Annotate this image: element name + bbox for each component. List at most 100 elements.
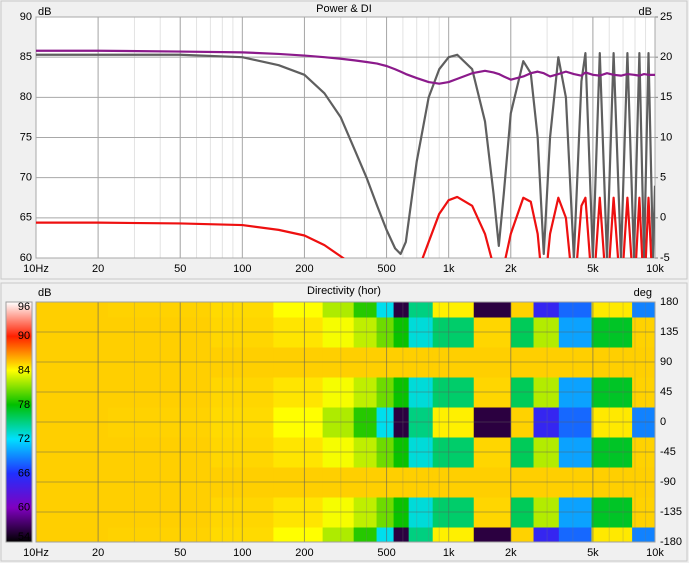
x-tick-label: 200 [295, 263, 313, 275]
heatmap-cell [108, 347, 212, 378]
heatmap-cell [211, 347, 274, 378]
heatmap-cell [591, 377, 633, 408]
heatmap-cell [533, 407, 560, 438]
heatmap-cell [533, 377, 560, 408]
heatmap-cell [376, 437, 395, 468]
heatmap-cell [591, 317, 633, 348]
heatmap-cell [591, 527, 633, 543]
heatmap-cell [473, 407, 512, 438]
heatmap-cell [432, 347, 475, 378]
heatmap-cell [322, 407, 355, 438]
heatmap-cell [36, 377, 109, 408]
heatmap-cell [108, 302, 212, 318]
colorbar-tick-label: 96 [18, 301, 30, 313]
heatmap-cell [473, 527, 512, 543]
heatmap-cell [376, 467, 395, 498]
heatmap-cell [211, 497, 274, 528]
heatmap-cell [473, 437, 512, 468]
heatmap-cell [591, 437, 633, 468]
plot-frame [35, 301, 656, 543]
heatmap-cell [353, 437, 378, 468]
x-tick-label: 20 [92, 263, 104, 275]
y-tick-label: 90 [660, 356, 672, 368]
heatmap-cell [322, 497, 355, 528]
heatmap-cell [558, 467, 593, 498]
heatmap-cell [36, 527, 109, 543]
heatmap-cell [108, 377, 212, 408]
heatmap-cell [511, 437, 535, 468]
y-tick-label: 45 [660, 386, 672, 398]
y2-tick-label: 0 [660, 212, 666, 224]
heatmap-cell [393, 437, 410, 468]
heatmap-cell [432, 467, 475, 498]
heatmap-cell [376, 407, 395, 438]
x-tick-label: 1k [443, 547, 455, 559]
heatmap-cell [36, 347, 109, 378]
heatmap-cell [632, 527, 656, 543]
x-tick-label: 20 [92, 547, 104, 559]
heatmap-cell [273, 377, 324, 408]
y2-tick-label: 5 [660, 172, 666, 184]
heatmap-cell [533, 437, 560, 468]
heatmap-cell [432, 302, 475, 318]
x-tick-label: 5k [587, 547, 599, 559]
heatmap-cell [533, 347, 560, 378]
heatmap-cell [408, 302, 434, 318]
heatmap-cell [511, 527, 535, 543]
heatmap-cell [273, 302, 324, 318]
heatmap-cell [408, 317, 434, 348]
heatmap-cell [408, 497, 434, 528]
colorbar-tick-label: 60 [18, 502, 30, 514]
heatmap-cell [322, 437, 355, 468]
heatmap-cell [632, 302, 656, 318]
heatmap-cell [376, 302, 395, 318]
heatmap-cell [591, 497, 633, 528]
heatmap-cell [533, 302, 560, 318]
x-tick-label: 5k [587, 263, 599, 275]
heatmap-cell [432, 527, 475, 543]
heatmap-cell [108, 497, 212, 528]
heatmap-cell [511, 302, 535, 318]
heatmap-cell [558, 317, 593, 348]
heatmap-cell [511, 407, 535, 438]
heatmap-cell [393, 407, 410, 438]
heatmap-cell [533, 317, 560, 348]
heatmap-cell [558, 377, 593, 408]
heatmap-cell [376, 317, 395, 348]
heatmap-cell [473, 377, 512, 408]
heatmap-cell [591, 302, 633, 318]
heatmap-cell [211, 317, 274, 348]
colorbar [5, 301, 33, 543]
heatmap-cell [273, 527, 324, 543]
x-tick-label: 2k [505, 547, 517, 559]
heatmap-cell [108, 317, 212, 348]
x-tick-label: 1k [443, 263, 455, 275]
heatmap-cell [408, 407, 434, 438]
x-tick-label: 100 [233, 263, 251, 275]
y-tick-label: 75 [20, 131, 32, 143]
heatmap-cell [632, 377, 656, 408]
heatmap-cell [273, 497, 324, 528]
colorbar-label: dB [38, 287, 51, 299]
y-tick-label: -90 [660, 476, 676, 488]
colorbar-tick-label: 90 [18, 330, 30, 342]
heatmap-cell [432, 377, 475, 408]
heatmap-cell [393, 317, 410, 348]
series-line [36, 195, 655, 258]
heatmap-cell [36, 497, 109, 528]
heatmap-cell [533, 527, 560, 543]
x-tick-label: 500 [377, 263, 395, 275]
heatmap-cell [36, 302, 109, 318]
heatmap-cell [558, 302, 593, 318]
y2-tick-label: 10 [660, 131, 672, 143]
heatmap-cell [273, 467, 324, 498]
heatmap-cell [632, 347, 656, 378]
heatmap-cell [591, 467, 633, 498]
series-line [36, 52, 655, 258]
heatmap-cell [558, 527, 593, 543]
y-tick-label: 0 [660, 416, 666, 428]
heatmap-cell [408, 527, 434, 543]
heatmap-cell [273, 347, 324, 378]
heatmap-cell [322, 302, 355, 318]
heatmap-cell [533, 467, 560, 498]
